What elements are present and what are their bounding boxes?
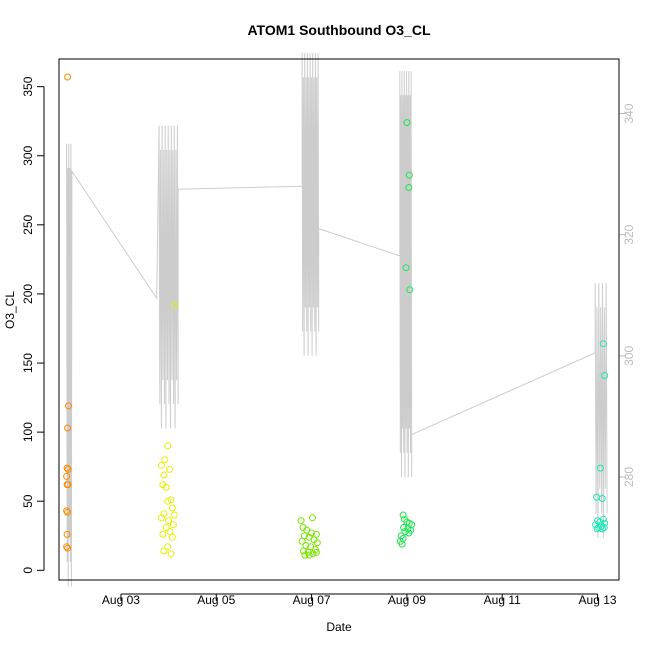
data-point [65,402,72,410]
data-point [167,550,175,558]
data-point [63,543,71,551]
x-axis-label: Date [326,620,352,634]
secondary-line [66,52,608,587]
data-point [63,464,71,472]
x-tick-label: Aug 13 [579,593,617,607]
y-tick-label: 150 [21,353,35,373]
data-point [170,301,178,309]
chart-title: ATOM1 Southbound O3_CL [247,22,430,38]
data-point [401,528,409,536]
y2-tick-label: 320 [622,224,636,244]
data-point [405,184,413,191]
y-tick-label: 250 [21,215,35,235]
data-point [298,537,306,545]
data-points [63,73,609,559]
data-point [160,471,168,479]
y2-tick-label: 300 [622,346,636,366]
y-tick-label: 0 [21,567,35,574]
plot-frame [58,58,620,581]
y-tick-label: 100 [21,422,35,442]
data-point [300,547,307,555]
data-point [164,543,172,551]
data-point [166,528,174,536]
data-point [309,514,316,522]
y2-tick-label: 340 [622,103,636,123]
data-point [599,340,607,348]
data-point [162,483,170,491]
data-point [598,525,606,533]
data-point [158,461,165,469]
data-point [297,517,305,525]
data-point [164,442,172,450]
data-point [162,524,170,531]
data-point [301,551,309,559]
x-tick-label: Aug 11 [484,593,521,607]
data-point [159,530,167,538]
data-point [168,504,176,512]
y-tick-label: 350 [21,76,35,96]
data-point [600,524,608,531]
data-point [400,524,408,531]
y-axis-label: O3_CL [3,291,17,329]
data-point [160,547,168,555]
data-point [168,533,176,541]
data-point [598,495,606,502]
y-tick-label: 50 [21,494,35,508]
data-point [165,517,173,525]
data-point [313,539,321,547]
data-point [64,424,72,432]
data-point [158,514,165,522]
data-point [406,286,414,294]
data-point [596,464,604,472]
data-point [312,548,320,556]
data-point [64,481,72,489]
y-tick-label: 200 [21,284,35,304]
x-tick-label: Aug 05 [197,593,235,607]
secondary-series [66,52,608,587]
data-point [63,472,71,480]
data-point [64,544,72,552]
data-point [403,119,411,127]
data-point [164,497,172,505]
data-point [166,465,174,473]
data-point [167,496,175,504]
x-tick-label: Aug 09 [388,593,426,607]
data-point [169,521,177,529]
y2-tick-label: 280 [622,467,636,487]
data-point [64,508,72,516]
data-point [405,171,413,179]
data-point [305,551,313,559]
data-point [64,73,72,81]
data-point [601,372,609,379]
data-point [63,530,71,538]
x-tick-label: Aug 03 [102,593,140,607]
y-tick-label: 300 [21,145,35,165]
data-point [399,511,407,519]
data-point [309,550,317,558]
data-point [405,529,413,537]
data-point [593,525,601,533]
data-point [161,456,169,464]
data-point [402,264,410,272]
data-point [170,511,178,519]
data-point [398,540,406,548]
x-tick-label: Aug 07 [293,593,331,607]
data-point [64,465,72,473]
data-point [63,507,71,515]
